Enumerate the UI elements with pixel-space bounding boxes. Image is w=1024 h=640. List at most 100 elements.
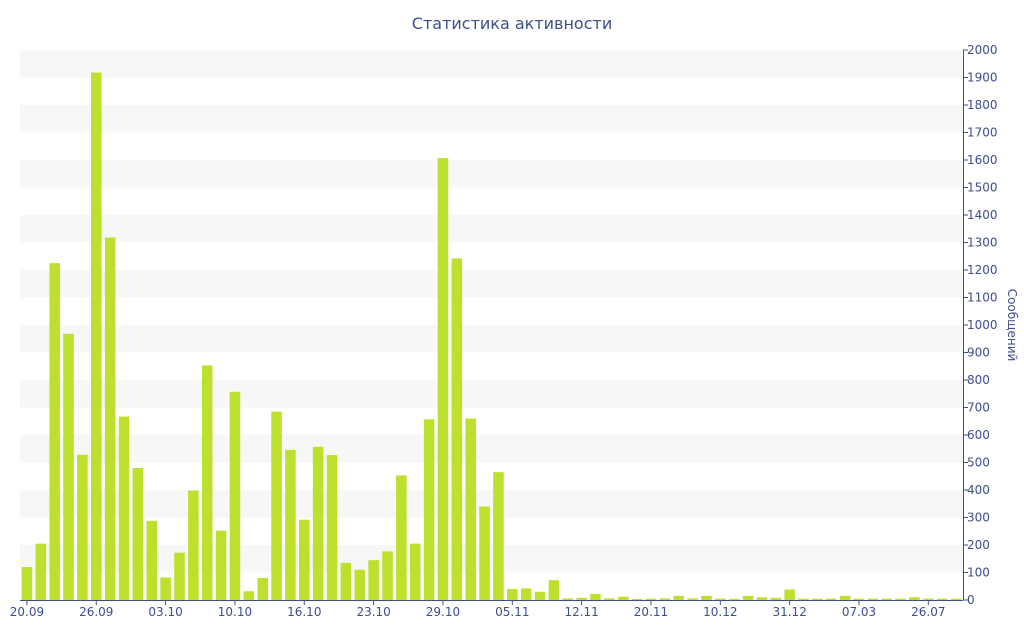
bar (895, 598, 906, 601)
y-tick-label: 1000 (967, 318, 998, 332)
bar (118, 416, 130, 600)
bar (798, 598, 809, 601)
bar (534, 591, 546, 600)
bar (188, 490, 199, 600)
y-tick-label: 1100 (967, 291, 998, 305)
bar (174, 552, 185, 600)
grid-bands (20, 50, 963, 573)
bar (382, 551, 393, 600)
x-tick-label: 20.11 (634, 605, 668, 619)
bar (271, 411, 282, 601)
bar (409, 543, 421, 601)
bar (146, 520, 158, 600)
grid-band (20, 105, 963, 133)
bar (701, 595, 712, 601)
grid-band (20, 50, 963, 78)
bar (132, 468, 144, 600)
x-tick-label: 10.10 (218, 605, 252, 619)
y-tick-label: 600 (967, 428, 990, 442)
y-tick-label: 300 (967, 511, 990, 525)
bar (91, 72, 102, 601)
grid-band (20, 160, 963, 188)
bar (326, 455, 338, 600)
bar (520, 588, 532, 600)
bar (728, 598, 740, 600)
x-tick-label: 16.10 (287, 605, 321, 619)
x-tick-label: 26.09 (79, 605, 113, 619)
y-tick-label: 1700 (967, 126, 998, 140)
bar (604, 598, 615, 600)
bar (285, 449, 296, 600)
bar (354, 569, 366, 600)
bar (645, 598, 657, 601)
bar (617, 596, 629, 600)
y-tick-label: 800 (967, 373, 990, 387)
y-tick-label: 1200 (967, 263, 998, 277)
bar (812, 598, 823, 601)
bar (839, 595, 851, 601)
bar (160, 577, 171, 600)
bar (853, 598, 865, 601)
bar (936, 598, 948, 601)
y-tick-label: 1300 (967, 236, 998, 250)
x-tick-label: 29.10 (426, 605, 460, 619)
x-tick-label: 12.11 (564, 605, 598, 619)
bar (881, 598, 892, 601)
bar (923, 598, 934, 601)
bar (507, 589, 518, 600)
bar (63, 333, 74, 600)
bar (576, 597, 587, 600)
bar (548, 580, 560, 600)
y-tick-label: 500 (967, 456, 990, 470)
bar (368, 560, 379, 601)
bars (21, 72, 962, 601)
x-tick-label: 23.10 (356, 605, 390, 619)
bar (590, 593, 601, 600)
y-tick-label: 2000 (967, 43, 998, 57)
bar (437, 158, 449, 600)
grid-band (20, 435, 963, 463)
y-tick-label: 1500 (967, 181, 998, 195)
bar (201, 365, 213, 600)
bar (243, 591, 255, 600)
x-tick-label: 31.12 (772, 605, 806, 619)
x-tick-label: 10.12 (703, 605, 737, 619)
bar (312, 446, 324, 600)
bar (49, 263, 60, 601)
bar (229, 391, 241, 600)
bar (867, 598, 879, 601)
bar (770, 597, 782, 600)
y-tick-label: 0 (967, 593, 975, 607)
bar (825, 598, 837, 601)
bar (715, 598, 726, 601)
bar (104, 237, 116, 601)
bar (465, 418, 476, 600)
y-tick-label: 400 (967, 483, 990, 497)
bar (21, 567, 33, 600)
y-tick-label: 1900 (967, 71, 998, 85)
bar (909, 597, 920, 600)
x-tick-label: 05.11 (495, 605, 529, 619)
bar (215, 530, 227, 600)
bar (673, 595, 684, 601)
x-tick-label: 07.03 (842, 605, 876, 619)
bar (479, 506, 490, 600)
bar (756, 597, 768, 600)
axes: 0 100 200 300 400 500 600 700 800 900 1000 1100 1200… (10, 43, 998, 619)
grid-band (20, 270, 963, 298)
grid-band (20, 215, 963, 243)
y-tick-label: 200 (967, 538, 990, 552)
bar (562, 598, 574, 600)
y-tick-label: 1400 (967, 208, 998, 222)
bar (396, 475, 407, 600)
x-tick-label: 03.10 (148, 605, 182, 619)
bar (77, 454, 88, 600)
bar (950, 598, 962, 601)
y-tick-label: 1800 (967, 98, 998, 112)
bar (659, 598, 671, 600)
y-tick-label: 900 (967, 346, 990, 360)
y-tick-label: 1600 (967, 153, 998, 167)
bar (631, 598, 643, 600)
